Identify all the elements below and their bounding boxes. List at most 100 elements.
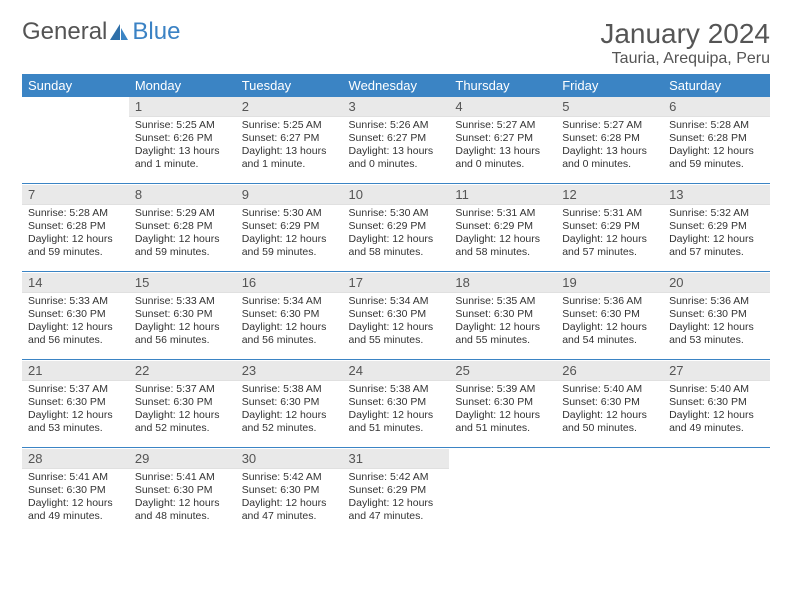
sunrise-line: Sunrise: 5:40 AM bbox=[562, 383, 642, 395]
calendar-week-row: 7Sunrise: 5:28 AMSunset: 6:28 PMDaylight… bbox=[22, 185, 770, 271]
day-header: Monday bbox=[129, 74, 236, 97]
calendar-day-cell: 19Sunrise: 5:36 AMSunset: 6:30 PMDayligh… bbox=[556, 273, 663, 359]
calendar-day-cell: 28Sunrise: 5:41 AMSunset: 6:30 PMDayligh… bbox=[22, 449, 129, 535]
daylight-line: Daylight: 12 hours and 58 minutes. bbox=[349, 233, 434, 258]
calendar-day-cell: 10Sunrise: 5:30 AMSunset: 6:29 PMDayligh… bbox=[343, 185, 450, 271]
calendar-day-cell: 18Sunrise: 5:35 AMSunset: 6:30 PMDayligh… bbox=[449, 273, 556, 359]
logo: General Blue bbox=[22, 18, 180, 46]
day-number: 24 bbox=[343, 361, 450, 381]
day-number: 2 bbox=[236, 97, 343, 117]
day-details: Sunrise: 5:31 AMSunset: 6:29 PMDaylight:… bbox=[556, 205, 663, 264]
sunset-line: Sunset: 6:30 PM bbox=[455, 396, 533, 408]
daylight-line: Daylight: 13 hours and 0 minutes. bbox=[349, 145, 434, 170]
daylight-line: Daylight: 12 hours and 57 minutes. bbox=[562, 233, 647, 258]
sunrise-line: Sunrise: 5:30 AM bbox=[242, 207, 322, 219]
sunset-line: Sunset: 6:30 PM bbox=[669, 396, 747, 408]
calendar-day-cell: 6Sunrise: 5:28 AMSunset: 6:28 PMDaylight… bbox=[663, 97, 770, 183]
sunset-line: Sunset: 6:29 PM bbox=[562, 220, 640, 232]
calendar-table: SundayMondayTuesdayWednesdayThursdayFrid… bbox=[22, 74, 770, 535]
calendar-day-cell: 16Sunrise: 5:34 AMSunset: 6:30 PMDayligh… bbox=[236, 273, 343, 359]
day-header: Friday bbox=[556, 74, 663, 97]
day-number: 19 bbox=[556, 273, 663, 293]
sunrise-line: Sunrise: 5:38 AM bbox=[349, 383, 429, 395]
day-number: 17 bbox=[343, 273, 450, 293]
sunset-line: Sunset: 6:28 PM bbox=[669, 132, 747, 144]
day-number: 9 bbox=[236, 185, 343, 205]
sunrise-line: Sunrise: 5:26 AM bbox=[349, 119, 429, 131]
calendar-week-row: 1Sunrise: 5:25 AMSunset: 6:26 PMDaylight… bbox=[22, 97, 770, 183]
day-details: Sunrise: 5:35 AMSunset: 6:30 PMDaylight:… bbox=[449, 293, 556, 352]
day-details: Sunrise: 5:27 AMSunset: 6:28 PMDaylight:… bbox=[556, 117, 663, 176]
day-details: Sunrise: 5:36 AMSunset: 6:30 PMDaylight:… bbox=[556, 293, 663, 352]
day-details: Sunrise: 5:37 AMSunset: 6:30 PMDaylight:… bbox=[22, 381, 129, 440]
day-header: Tuesday bbox=[236, 74, 343, 97]
calendar-day-cell bbox=[663, 449, 770, 535]
day-number: 12 bbox=[556, 185, 663, 205]
daylight-line: Daylight: 12 hours and 47 minutes. bbox=[242, 497, 327, 522]
sunset-line: Sunset: 6:27 PM bbox=[349, 132, 427, 144]
sunset-line: Sunset: 6:30 PM bbox=[349, 308, 427, 320]
sunrise-line: Sunrise: 5:34 AM bbox=[349, 295, 429, 307]
day-details: Sunrise: 5:33 AMSunset: 6:30 PMDaylight:… bbox=[129, 293, 236, 352]
calendar-day-cell: 2Sunrise: 5:25 AMSunset: 6:27 PMDaylight… bbox=[236, 97, 343, 183]
calendar-day-cell bbox=[22, 97, 129, 183]
calendar-day-cell: 17Sunrise: 5:34 AMSunset: 6:30 PMDayligh… bbox=[343, 273, 450, 359]
logo-text-blue: Blue bbox=[132, 18, 180, 46]
daylight-line: Daylight: 12 hours and 55 minutes. bbox=[455, 321, 540, 346]
day-number: 21 bbox=[22, 361, 129, 381]
day-number: 28 bbox=[22, 449, 129, 469]
day-details: Sunrise: 5:34 AMSunset: 6:30 PMDaylight:… bbox=[343, 293, 450, 352]
sunrise-line: Sunrise: 5:28 AM bbox=[669, 119, 749, 131]
calendar-day-cell: 9Sunrise: 5:30 AMSunset: 6:29 PMDaylight… bbox=[236, 185, 343, 271]
daylight-line: Daylight: 13 hours and 0 minutes. bbox=[562, 145, 647, 170]
sunrise-line: Sunrise: 5:36 AM bbox=[562, 295, 642, 307]
month-title: January 2024 bbox=[600, 18, 770, 50]
day-details: Sunrise: 5:28 AMSunset: 6:28 PMDaylight:… bbox=[22, 205, 129, 264]
day-number: 29 bbox=[129, 449, 236, 469]
daylight-line: Daylight: 12 hours and 53 minutes. bbox=[28, 409, 113, 434]
sunrise-line: Sunrise: 5:41 AM bbox=[135, 471, 215, 483]
day-details: Sunrise: 5:30 AMSunset: 6:29 PMDaylight:… bbox=[236, 205, 343, 264]
sunset-line: Sunset: 6:30 PM bbox=[242, 396, 320, 408]
calendar-day-cell: 3Sunrise: 5:26 AMSunset: 6:27 PMDaylight… bbox=[343, 97, 450, 183]
daylight-line: Daylight: 12 hours and 59 minutes. bbox=[135, 233, 220, 258]
calendar-page: General Blue January 2024 Tauria, Arequi… bbox=[0, 0, 792, 553]
day-details: Sunrise: 5:40 AMSunset: 6:30 PMDaylight:… bbox=[663, 381, 770, 440]
calendar-day-cell: 24Sunrise: 5:38 AMSunset: 6:30 PMDayligh… bbox=[343, 361, 450, 447]
day-number: 8 bbox=[129, 185, 236, 205]
sunset-line: Sunset: 6:29 PM bbox=[349, 220, 427, 232]
sunset-line: Sunset: 6:30 PM bbox=[135, 308, 213, 320]
daylight-line: Daylight: 12 hours and 59 minutes. bbox=[28, 233, 113, 258]
sunrise-line: Sunrise: 5:42 AM bbox=[349, 471, 429, 483]
sunrise-line: Sunrise: 5:37 AM bbox=[135, 383, 215, 395]
daylight-line: Daylight: 12 hours and 49 minutes. bbox=[669, 409, 754, 434]
daylight-line: Daylight: 13 hours and 1 minute. bbox=[135, 145, 220, 170]
sunrise-line: Sunrise: 5:27 AM bbox=[562, 119, 642, 131]
day-number: 4 bbox=[449, 97, 556, 117]
day-details: Sunrise: 5:37 AMSunset: 6:30 PMDaylight:… bbox=[129, 381, 236, 440]
day-number: 31 bbox=[343, 449, 450, 469]
daylight-line: Daylight: 12 hours and 51 minutes. bbox=[349, 409, 434, 434]
daylight-line: Daylight: 12 hours and 47 minutes. bbox=[349, 497, 434, 522]
daylight-line: Daylight: 12 hours and 56 minutes. bbox=[242, 321, 327, 346]
day-number: 13 bbox=[663, 185, 770, 205]
calendar-header-row: SundayMondayTuesdayWednesdayThursdayFrid… bbox=[22, 74, 770, 97]
sunrise-line: Sunrise: 5:36 AM bbox=[669, 295, 749, 307]
location-subtitle: Tauria, Arequipa, Peru bbox=[600, 50, 770, 68]
calendar-day-cell: 1Sunrise: 5:25 AMSunset: 6:26 PMDaylight… bbox=[129, 97, 236, 183]
day-header: Thursday bbox=[449, 74, 556, 97]
calendar-day-cell bbox=[449, 449, 556, 535]
sunrise-line: Sunrise: 5:37 AM bbox=[28, 383, 108, 395]
logo-sail-icon bbox=[108, 22, 130, 42]
sunset-line: Sunset: 6:30 PM bbox=[28, 484, 106, 496]
sunset-line: Sunset: 6:28 PM bbox=[562, 132, 640, 144]
calendar-day-cell: 22Sunrise: 5:37 AMSunset: 6:30 PMDayligh… bbox=[129, 361, 236, 447]
sunrise-line: Sunrise: 5:28 AM bbox=[28, 207, 108, 219]
sunset-line: Sunset: 6:30 PM bbox=[242, 308, 320, 320]
sunset-line: Sunset: 6:30 PM bbox=[562, 396, 640, 408]
daylight-line: Daylight: 12 hours and 51 minutes. bbox=[455, 409, 540, 434]
sunrise-line: Sunrise: 5:25 AM bbox=[242, 119, 322, 131]
sunrise-line: Sunrise: 5:39 AM bbox=[455, 383, 535, 395]
page-header: General Blue January 2024 Tauria, Arequi… bbox=[22, 18, 770, 68]
daylight-line: Daylight: 12 hours and 59 minutes. bbox=[242, 233, 327, 258]
